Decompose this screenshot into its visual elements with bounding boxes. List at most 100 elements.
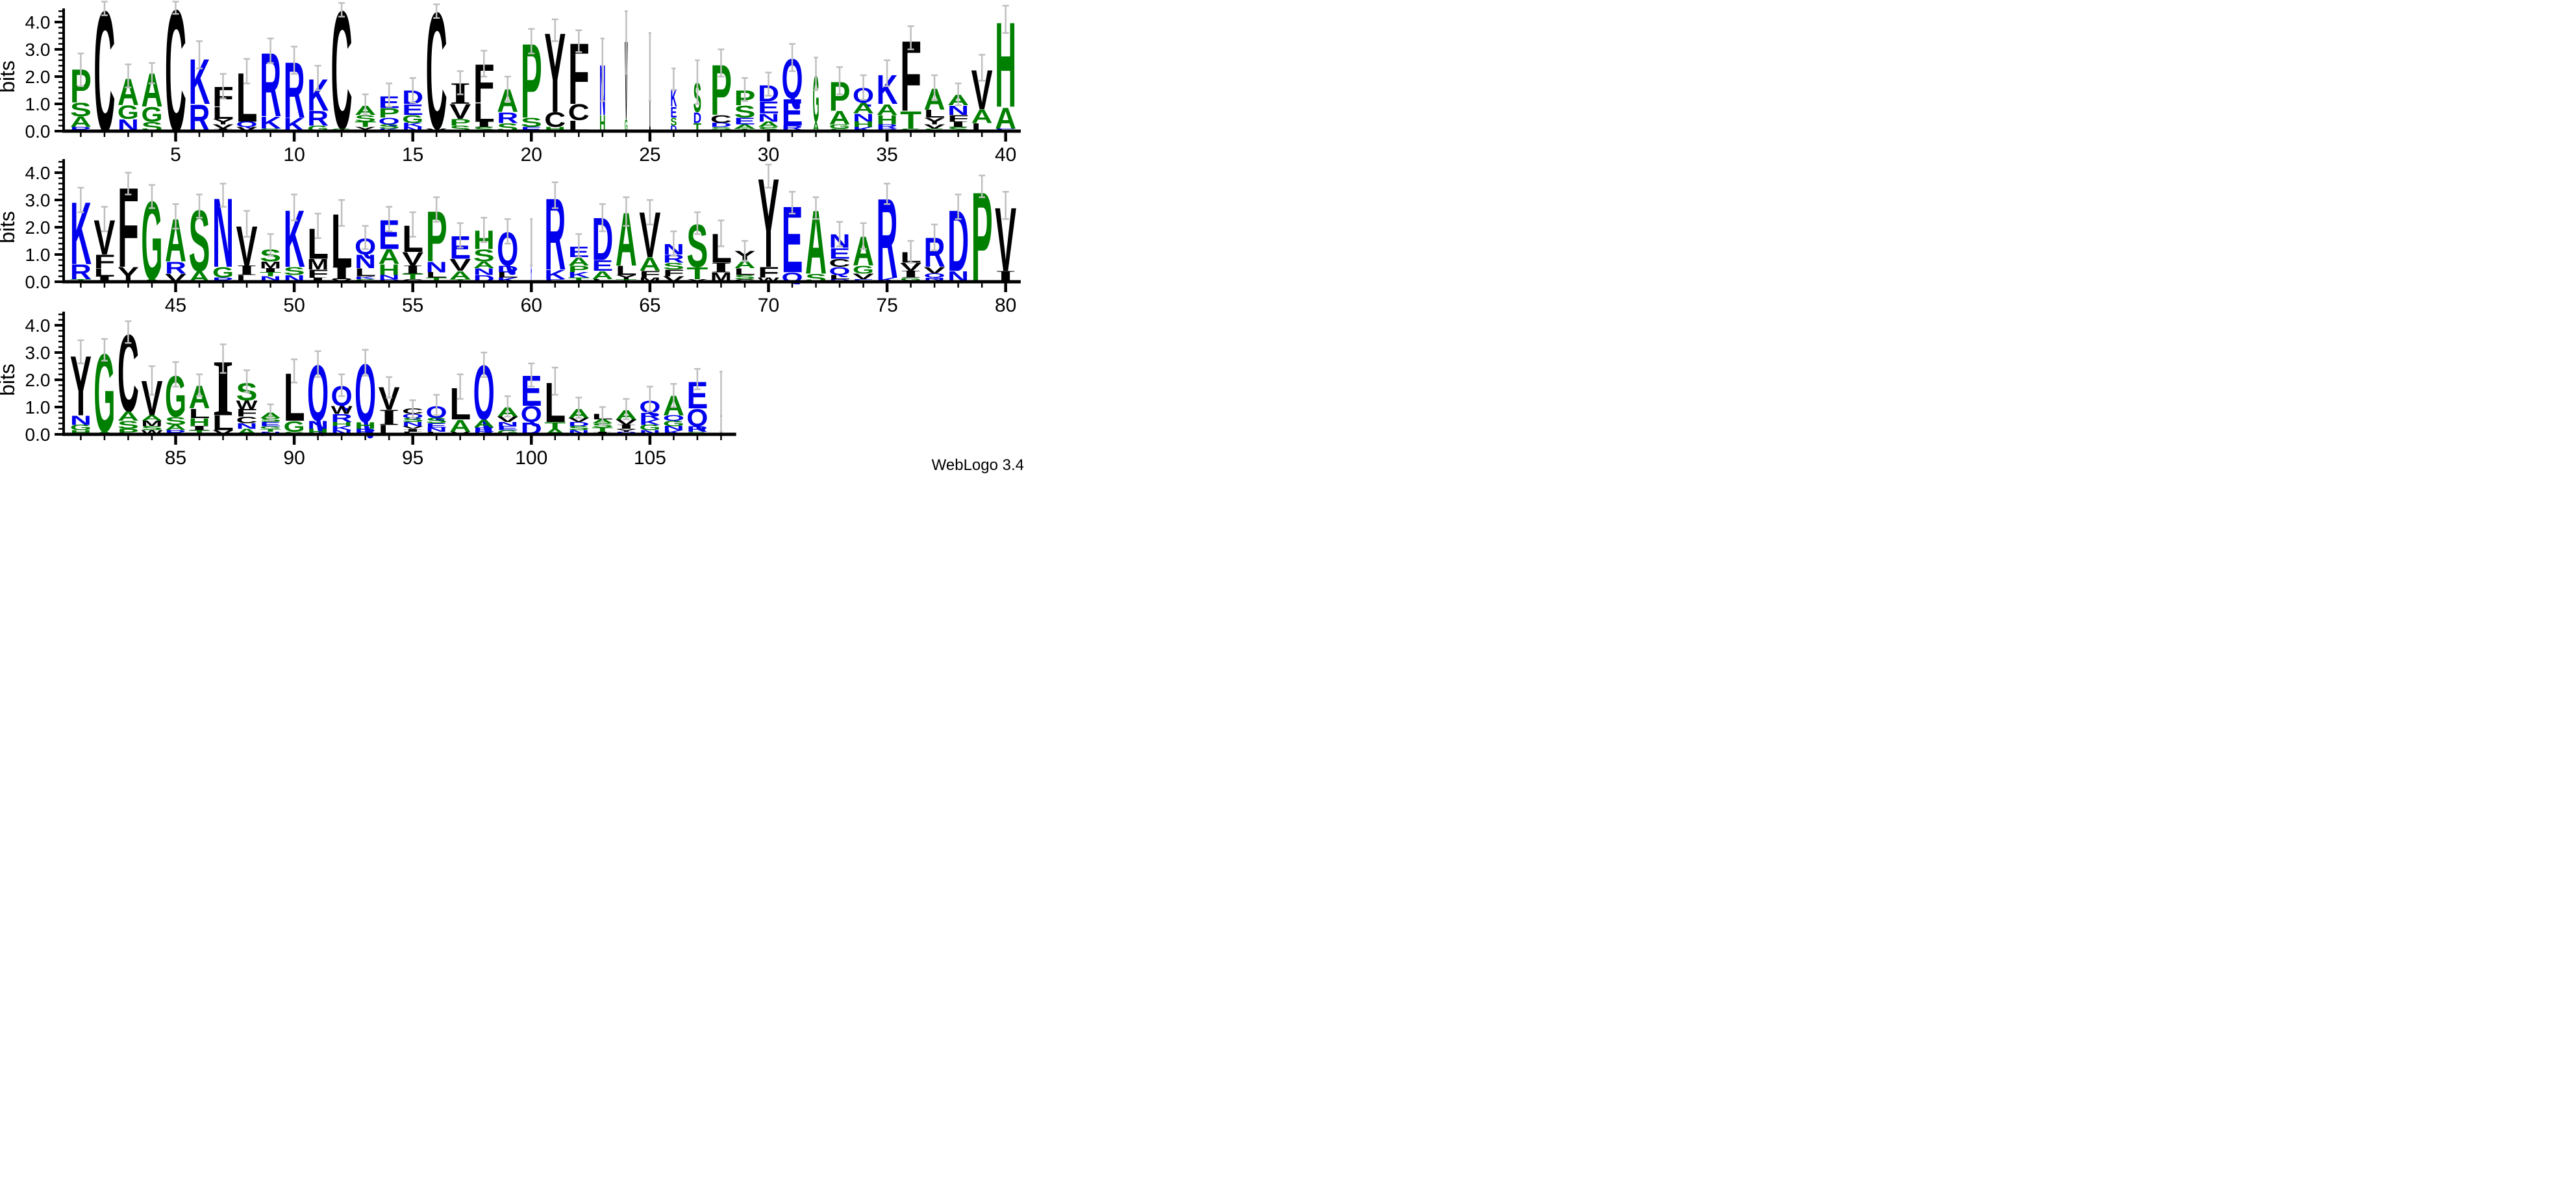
logo-letter-S69: S [734, 274, 756, 280]
logo-letter-C88: C [236, 415, 258, 426]
logo-letter-R60: R [531, 253, 532, 289]
logo-letter-N92: N [331, 429, 353, 436]
error-bar-92 [338, 373, 345, 397]
error-bar-65 [646, 199, 653, 226]
logo-letter-V87: V [212, 429, 234, 436]
error-bar-71 [789, 191, 795, 215]
logo-letter-A54: A [379, 245, 400, 269]
error-bar-89 [267, 403, 274, 422]
x-tick-label-95: 95 [402, 447, 423, 469]
logo-letter-M51: M [307, 256, 329, 273]
logo-letter-A57: A [449, 269, 471, 282]
x-tick-label-10: 10 [283, 144, 305, 166]
logo-letter-A1: A [70, 114, 92, 130]
logo-letter-A65: A [639, 254, 660, 275]
logo-letter-D26: D [670, 125, 677, 133]
error-bar-94 [386, 376, 393, 399]
logo-letter-G3: G [118, 103, 139, 123]
logo-letter-N49: N [260, 275, 281, 282]
logo-letter-T86: T [189, 429, 213, 436]
logo-letter-K9: K [260, 113, 281, 132]
logo-letter-R1: R [70, 126, 94, 132]
error-bar-47 [219, 182, 227, 208]
y-tick-label-2.0: 2.0 [25, 67, 51, 87]
logo-letter-L64: L [616, 264, 637, 279]
logo-letter-N88: N [236, 423, 258, 431]
logo-letter-P14: P [379, 106, 400, 121]
logo-letter-A58: A [473, 260, 495, 271]
error-bar-66 [670, 230, 677, 257]
error-bar-74 [860, 222, 867, 250]
logo-letter-K61: K [544, 268, 566, 282]
logo-letter-C73: C [829, 256, 851, 269]
error-bar-75 [884, 182, 891, 205]
logo-letter-C28: C [710, 112, 732, 125]
logo-letter-F38: F [947, 114, 969, 124]
error-bar-50 [291, 193, 298, 221]
error-bar-59 [504, 218, 511, 245]
y-tick-label-4.0: 4.0 [25, 12, 51, 32]
error-bar-3 [125, 63, 132, 89]
x-tick-label-5: 5 [170, 144, 181, 166]
error-bar-20 [528, 28, 535, 55]
logo-letter-N81: N [70, 414, 92, 428]
error-bar-67 [694, 211, 701, 235]
logo-letter-F51: F [307, 267, 329, 280]
logo-letter-A97: A [449, 416, 471, 436]
x-tick-label-85: 85 [165, 447, 186, 469]
error-bar-14 [386, 82, 393, 108]
x-tick-label-65: 65 [639, 295, 660, 316]
error-bar-69 [741, 240, 748, 262]
logo-letter-V17: V [449, 100, 471, 123]
logo-letter-V95: V [402, 427, 424, 430]
error-bar-26 [671, 68, 676, 92]
logo-letter-S96: S [426, 417, 448, 425]
logo-letter-T62: T [568, 277, 592, 283]
logo-letter-H93: H [355, 421, 376, 432]
error-bar-55 [409, 211, 416, 238]
logo-letter-L56: L [426, 271, 447, 280]
error-bar-106 [670, 383, 677, 408]
error-bar-98 [481, 351, 488, 378]
logo-letter-V99: V [497, 415, 519, 424]
error-bar-53 [362, 225, 369, 250]
logo-letter-N54: N [379, 274, 400, 280]
logo-letter-C21: C [544, 108, 566, 132]
logo-row-2: KRTVFLIFYGAARVSANGRVILSMITNAKSNLMFILIVQN… [0, 153, 1021, 316]
logo-letter-I104: I [616, 425, 639, 431]
logo-letter-W92: W [331, 404, 353, 417]
logo-letter-N58: N [473, 267, 495, 278]
logo-letter-S30: S [758, 126, 780, 132]
logo-letter-R41: R [70, 260, 92, 284]
error-bar-12 [338, 2, 345, 18]
logo-letter-G106: G [663, 419, 684, 428]
error-bar-15 [409, 77, 416, 104]
logo-letter-K15: K [402, 122, 425, 129]
x-tick-label-15: 15 [402, 144, 423, 166]
logo-letter-N95: N [402, 421, 423, 427]
logo-letter-H35: H [877, 114, 898, 128]
logo-letter-R31: R [782, 125, 805, 131]
logo-letter-A29: A [734, 123, 757, 130]
logo-letter-I48: I [236, 262, 258, 279]
logo-letter-S29: S [734, 102, 755, 121]
logo-letter-R107: R [686, 425, 709, 434]
logo-letter-Y104: Y [616, 429, 638, 433]
error-bar-13 [362, 93, 369, 116]
error-bar-2 [101, 1, 108, 16]
error-bar-54 [386, 206, 393, 232]
logo-letter-D59: D [497, 264, 518, 275]
logo-letter-A62: A [568, 255, 590, 268]
y-axis-title: bits [0, 364, 19, 396]
logo-letter-V77: V [924, 266, 946, 276]
error-bar-10 [291, 45, 298, 75]
error-bar-91 [314, 350, 321, 378]
logo-letter-N15: N [402, 126, 423, 132]
logo-letter-F65: F [639, 270, 660, 280]
logo-letter-A103: A [592, 418, 615, 425]
logo-letter-G81: G [70, 424, 92, 432]
error-bar-6 [196, 40, 203, 69]
error-bar-104 [623, 398, 630, 421]
x-tick-label-90: 90 [283, 447, 305, 469]
error-bar-34 [860, 74, 867, 101]
